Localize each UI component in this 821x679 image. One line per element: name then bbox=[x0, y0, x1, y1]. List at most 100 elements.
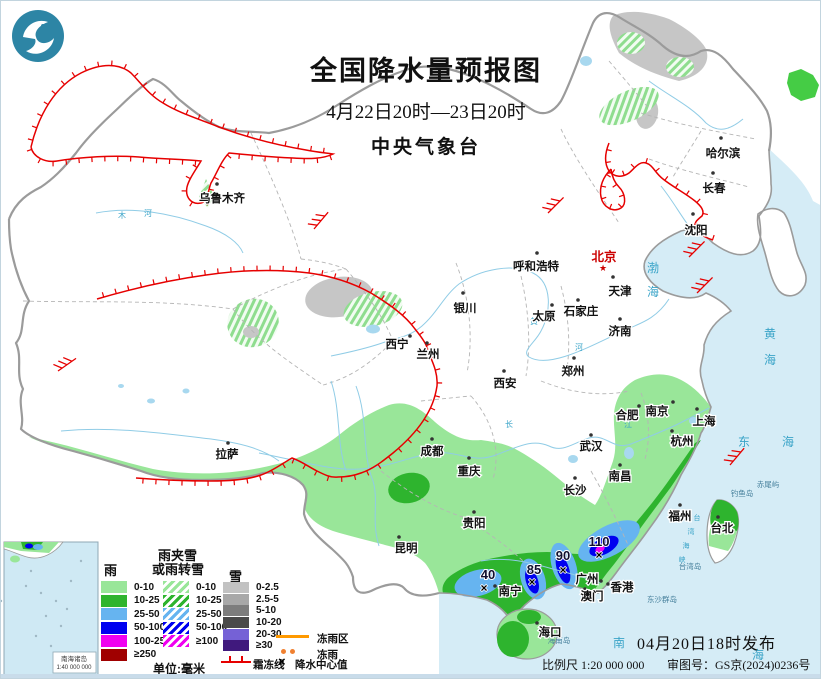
legend-sleet-scale: 0-10 10-25 25-50 50-100 ≥100 bbox=[163, 581, 227, 649]
frost-tick bbox=[700, 229, 705, 235]
legend-row-label: 10-25 bbox=[196, 595, 222, 606]
freezing-rain-dot-icon bbox=[281, 649, 286, 654]
legend-row-label: ≥30 bbox=[256, 640, 273, 652]
frost-tick bbox=[191, 271, 194, 278]
freezing-rain-label: 冻雨 bbox=[317, 649, 338, 661]
frost-tick bbox=[702, 212, 708, 216]
frost-tick bbox=[37, 158, 42, 164]
map-scale: 比例尺 1:20 000 000 bbox=[542, 658, 645, 672]
frost-tick bbox=[297, 143, 300, 149]
city-dot bbox=[678, 503, 682, 507]
island-label: 台湾岛 bbox=[679, 561, 702, 571]
legend-row: 25-50 bbox=[163, 608, 227, 620]
frost-tick bbox=[226, 154, 232, 159]
legend-row-label: 50-100 bbox=[134, 622, 166, 633]
city-label: 天津 bbox=[609, 284, 632, 298]
island-label: 赤尾屿 bbox=[757, 480, 780, 489]
legend-unit: 单位:毫米 bbox=[153, 662, 205, 676]
frost-tick bbox=[51, 90, 57, 95]
sea-label: 海 bbox=[782, 434, 794, 449]
city-dot bbox=[719, 136, 723, 140]
city-dot bbox=[589, 433, 593, 437]
legend-row-label: 50-100 bbox=[196, 622, 228, 633]
precip-center-x-icon: × bbox=[480, 581, 487, 595]
city-dot bbox=[493, 584, 497, 588]
frost-tick bbox=[43, 101, 49, 106]
map-frame-bottom bbox=[1, 674, 820, 678]
city-label: 香港 bbox=[610, 580, 634, 594]
legend-swatch bbox=[101, 635, 127, 647]
frost-tick bbox=[60, 80, 66, 85]
sea-label: 海 bbox=[752, 647, 764, 662]
south-china-sea-inset: 南海诸岛 1:40 000 000 bbox=[1, 541, 99, 677]
frost-tick bbox=[426, 343, 432, 347]
city-label: 北京 bbox=[591, 249, 617, 264]
strait-label: 峡 bbox=[679, 555, 686, 564]
wind-barb-icon bbox=[683, 240, 706, 258]
city-label: 成都 bbox=[421, 444, 444, 458]
legend-row-label: 25-50 bbox=[196, 608, 222, 620]
strait-label: 台 bbox=[694, 513, 701, 522]
city-dot bbox=[215, 182, 219, 186]
frost-tick bbox=[27, 138, 33, 141]
frost-tick bbox=[310, 145, 313, 151]
frost-tick bbox=[314, 470, 318, 476]
rain-core-90-50-100 bbox=[555, 554, 571, 584]
sea-label: 海 bbox=[764, 352, 776, 367]
legend-row: 50-100 bbox=[101, 621, 171, 634]
frost-tick bbox=[101, 292, 105, 298]
legend-row: 0-10 bbox=[163, 581, 227, 593]
frost-tick bbox=[71, 72, 76, 77]
legend-swatch bbox=[101, 621, 127, 634]
strait-label: 海 bbox=[683, 541, 690, 550]
frost-tick bbox=[162, 98, 166, 104]
inset-scale: 1:40 000 000 bbox=[56, 665, 92, 671]
legend-swatch bbox=[163, 608, 189, 620]
frost-tick bbox=[407, 438, 412, 444]
frost-tick bbox=[391, 302, 396, 308]
center-value-x-icon: × bbox=[278, 654, 286, 669]
city-dot bbox=[572, 356, 576, 360]
city-dot bbox=[430, 437, 434, 441]
city-label: 郑州 bbox=[562, 364, 585, 378]
sleet-area-tibet-1 bbox=[227, 298, 279, 348]
rain-patch-ne-border bbox=[787, 69, 819, 101]
legend-row-label: 10-25 bbox=[134, 595, 160, 606]
frost-tick bbox=[213, 176, 219, 181]
frost-tick bbox=[606, 171, 612, 175]
legend-rain-scale: 0-10 10-25 25-50 50-100 100-250 ≥250 bbox=[101, 581, 171, 662]
legend-row: 10-20 bbox=[223, 617, 282, 629]
city-dot bbox=[502, 369, 506, 373]
rain-band-10-25 bbox=[442, 440, 701, 619]
frost-tick bbox=[259, 134, 262, 141]
frost-tick bbox=[353, 474, 357, 481]
frost-tick bbox=[185, 109, 189, 115]
legend-row-label: ≥250 bbox=[134, 649, 157, 660]
city-dot bbox=[576, 298, 580, 302]
legend-sleet-header-2: 或雨转雪 bbox=[152, 562, 205, 577]
legend-swatch bbox=[101, 608, 127, 620]
precip-center-x-icon: × bbox=[559, 563, 566, 577]
frost-tick bbox=[284, 141, 287, 147]
precip-center-x-icon: × bbox=[528, 575, 535, 589]
frost-tick bbox=[621, 170, 625, 176]
river-label: 河 bbox=[575, 342, 583, 352]
legend-swatch bbox=[163, 621, 189, 634]
frost-tick bbox=[711, 234, 715, 241]
frost-tick bbox=[411, 320, 416, 325]
legend-swatch bbox=[223, 582, 249, 593]
wind-barb-icon bbox=[53, 356, 77, 372]
frost-tick bbox=[83, 65, 87, 71]
frost-tick bbox=[321, 270, 324, 276]
strait-label: 湾 bbox=[688, 527, 695, 536]
taiwan-island bbox=[706, 499, 740, 564]
frost-line-ticks bbox=[26, 60, 715, 486]
frost-tick bbox=[204, 270, 206, 276]
legend-row: 50-100 bbox=[163, 621, 228, 634]
city-label: 武汉 bbox=[580, 439, 603, 453]
frost-tick bbox=[173, 104, 177, 110]
